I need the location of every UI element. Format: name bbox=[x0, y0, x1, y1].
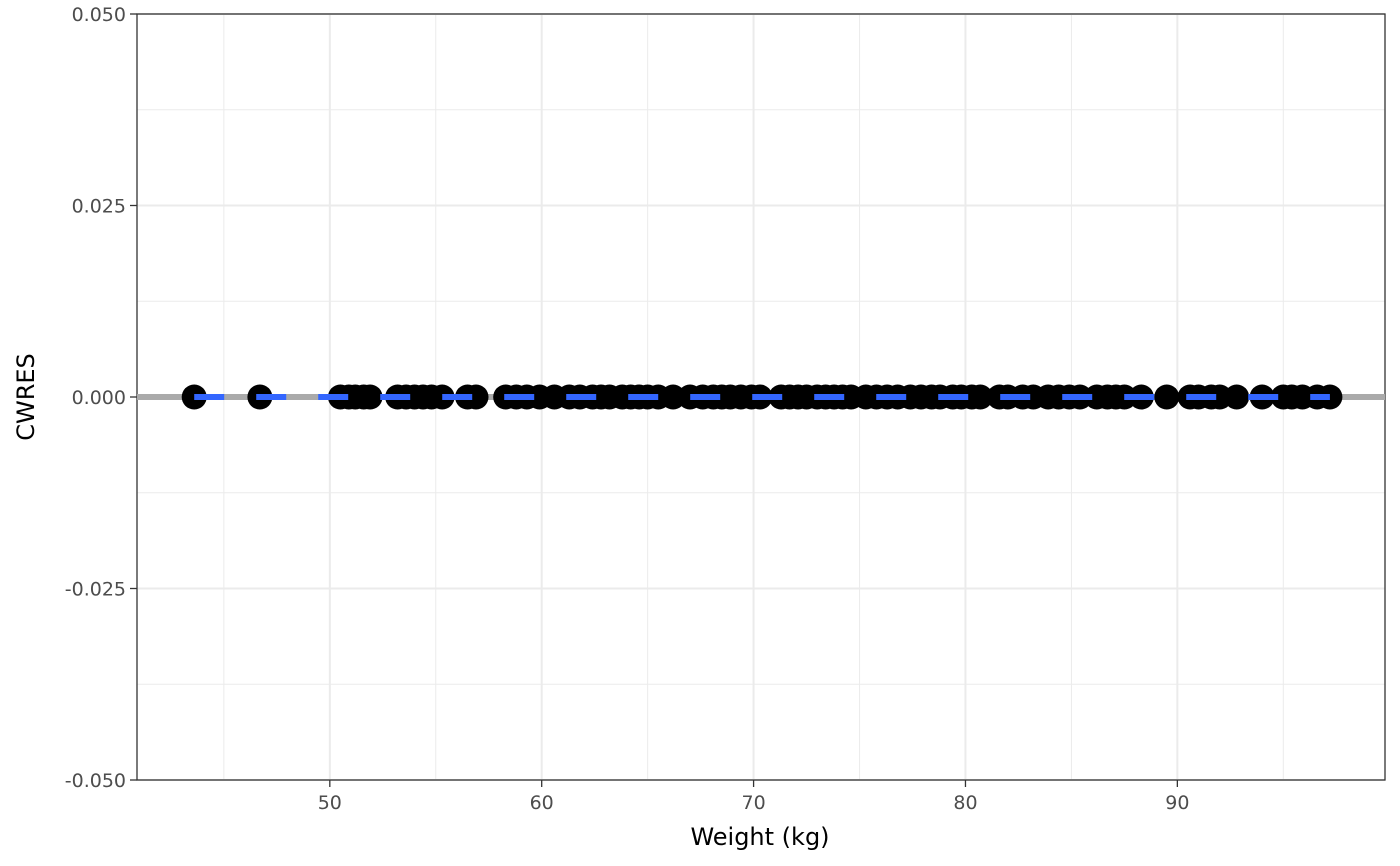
x-tick-label: 80 bbox=[953, 792, 977, 814]
x-tick-label: 70 bbox=[741, 792, 765, 814]
y-axis-title: CWRES bbox=[12, 353, 40, 441]
y-tick-label: 0.050 bbox=[72, 4, 126, 26]
y-tick-label: 0.000 bbox=[72, 387, 126, 409]
data-point bbox=[1154, 384, 1180, 410]
x-tick-label: 50 bbox=[318, 792, 342, 814]
data-point bbox=[357, 384, 383, 410]
y-tick-label: -0.025 bbox=[65, 579, 126, 601]
data-point bbox=[429, 384, 455, 410]
y-tick-label: 0.025 bbox=[72, 196, 126, 218]
y-tick-label: -0.050 bbox=[65, 770, 126, 792]
x-tick-label: 90 bbox=[1165, 792, 1189, 814]
data-point bbox=[463, 384, 489, 410]
data-point bbox=[967, 384, 993, 410]
x-tick-label: 60 bbox=[530, 792, 554, 814]
data-point bbox=[1224, 384, 1250, 410]
x-axis-title: Weight (kg) bbox=[690, 823, 829, 851]
tick-labels: 50 60 70 80 90 -0.050 -0.025 0.000 0.025 0.050 bbox=[65, 4, 1190, 814]
